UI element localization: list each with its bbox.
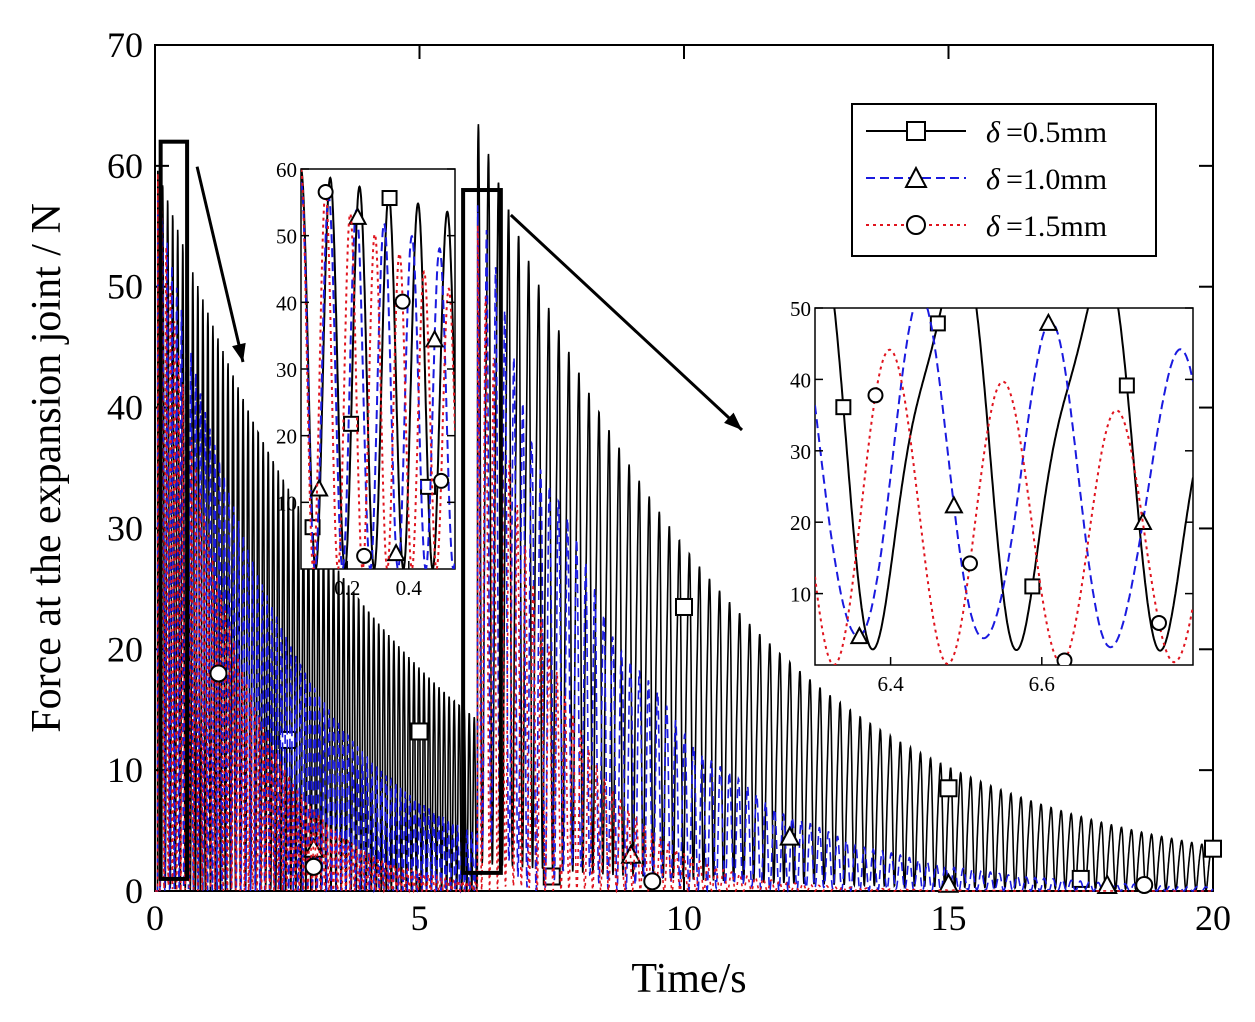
inset-data-point [343, 415, 360, 432]
data-point [1204, 839, 1222, 858]
inset-y-tick-label: 40 [276, 291, 297, 315]
legend-item-circle: δ =1.5mm [866, 210, 1107, 243]
series-line [155, 173, 1213, 895]
inset-data-point [961, 555, 978, 572]
inset-y-tick-label: 30 [790, 440, 811, 464]
x-tick-label: 0 [146, 898, 164, 938]
legend-marker [904, 165, 928, 188]
inset-y-tick-label: 50 [790, 297, 811, 321]
data-point [939, 779, 958, 798]
y-tick-label: 50 [107, 267, 143, 307]
series-line [155, 195, 1214, 894]
inset-data-point [1150, 614, 1167, 631]
data-point [1135, 875, 1154, 894]
inset-data-point [1056, 652, 1073, 665]
zoom-arrow-head [724, 412, 742, 430]
series-circle [155, 173, 1213, 895]
zoom-arrow [195, 166, 245, 363]
inset-data-point [347, 206, 368, 225]
data-point [410, 722, 429, 741]
zoom-arrow [509, 213, 744, 432]
inset-data-point [944, 495, 964, 514]
legend-delta-symbol: δ [986, 163, 1001, 196]
legend-label: =1.5mm [1006, 210, 1107, 243]
inset-1: 0.2 0.4 10 20 30 40 50 60 [276, 158, 456, 600]
x-tick-label: 20 [1195, 898, 1231, 938]
inset-data-point [1118, 377, 1135, 394]
data-point [1096, 873, 1118, 894]
x-tick-label: 10 [666, 898, 702, 938]
inset-data-point [424, 329, 445, 348]
zoom-box [461, 188, 503, 875]
inset-series-line [815, 308, 1193, 649]
inset-x-tick-label: 0.2 [334, 576, 360, 600]
legend-item-square: δ =0.5mm [866, 116, 1107, 149]
inset-series-line [833, 308, 1193, 652]
x-tick-label: 15 [931, 898, 967, 938]
inset-data-point [1024, 578, 1041, 595]
inset-x-tick-label: 6.4 [877, 672, 904, 696]
inset-data-point [433, 472, 450, 489]
legend-label: =0.5mm [1006, 116, 1107, 149]
inset-data-point [317, 184, 334, 201]
zoom-arrow-head [232, 342, 246, 362]
inset-data-point [835, 399, 852, 416]
legend-delta-symbol: δ [986, 210, 1001, 243]
inset-y-tick-label: 10 [790, 583, 811, 607]
legend-label: =1.0mm [1006, 163, 1107, 196]
legend-box [851, 103, 1157, 257]
data-point [779, 825, 801, 846]
y-tick-label: 70 [107, 25, 143, 65]
inset-data-point [849, 626, 870, 645]
inset-data-point [394, 293, 411, 310]
inset-data-point [309, 478, 329, 497]
data-point [1071, 869, 1090, 888]
inset-y-tick-label: 40 [790, 368, 811, 392]
data-point [643, 872, 662, 891]
y-tick-label: 0 [125, 871, 143, 911]
y-tick-label: 30 [107, 508, 143, 548]
x-axis-label: Time/s [631, 956, 746, 1002]
inset-y-tick-label: 30 [276, 358, 297, 382]
inset-y-tick-label: 10 [276, 491, 297, 515]
inset-x-tick-label: 6.6 [1029, 672, 1055, 696]
inset-y-tick-label: 60 [276, 158, 297, 182]
inset-data-point [1038, 312, 1059, 331]
y-tick-label: 10 [107, 750, 143, 790]
x-tick-label: 5 [411, 898, 429, 938]
inset-y-tick-label: 50 [276, 225, 297, 249]
legend-marker [906, 121, 926, 141]
inset-data-point [381, 190, 398, 207]
inset-data-point [867, 387, 884, 404]
legend-item-triangle: δ =1.0mm [866, 163, 1107, 196]
inset-data-point [386, 542, 406, 562]
inset-y-tick-label: 20 [276, 425, 297, 449]
inset-series-line [301, 181, 455, 569]
zoom-box [158, 139, 190, 881]
data-point [304, 857, 323, 876]
y-tick-label: 20 [107, 629, 143, 669]
inset-data-point [356, 547, 373, 564]
legend-delta-symbol: δ [986, 116, 1001, 149]
inset-x-tick-label: 0.4 [396, 576, 423, 600]
data-point [209, 664, 228, 683]
data-point [675, 597, 693, 616]
inset-data-point [929, 315, 946, 332]
inset-series-line [815, 348, 1193, 665]
y-axis-label: Force at the expansion joint / N [24, 203, 70, 733]
y-tick-label: 40 [107, 388, 143, 428]
data-point [937, 872, 960, 893]
inset-2: 6.4 6.6 10 20 30 40 50 [790, 297, 1194, 696]
y-tick-label: 60 [107, 146, 143, 186]
legend-marker [906, 215, 926, 235]
inset-y-tick-label: 20 [790, 511, 811, 535]
